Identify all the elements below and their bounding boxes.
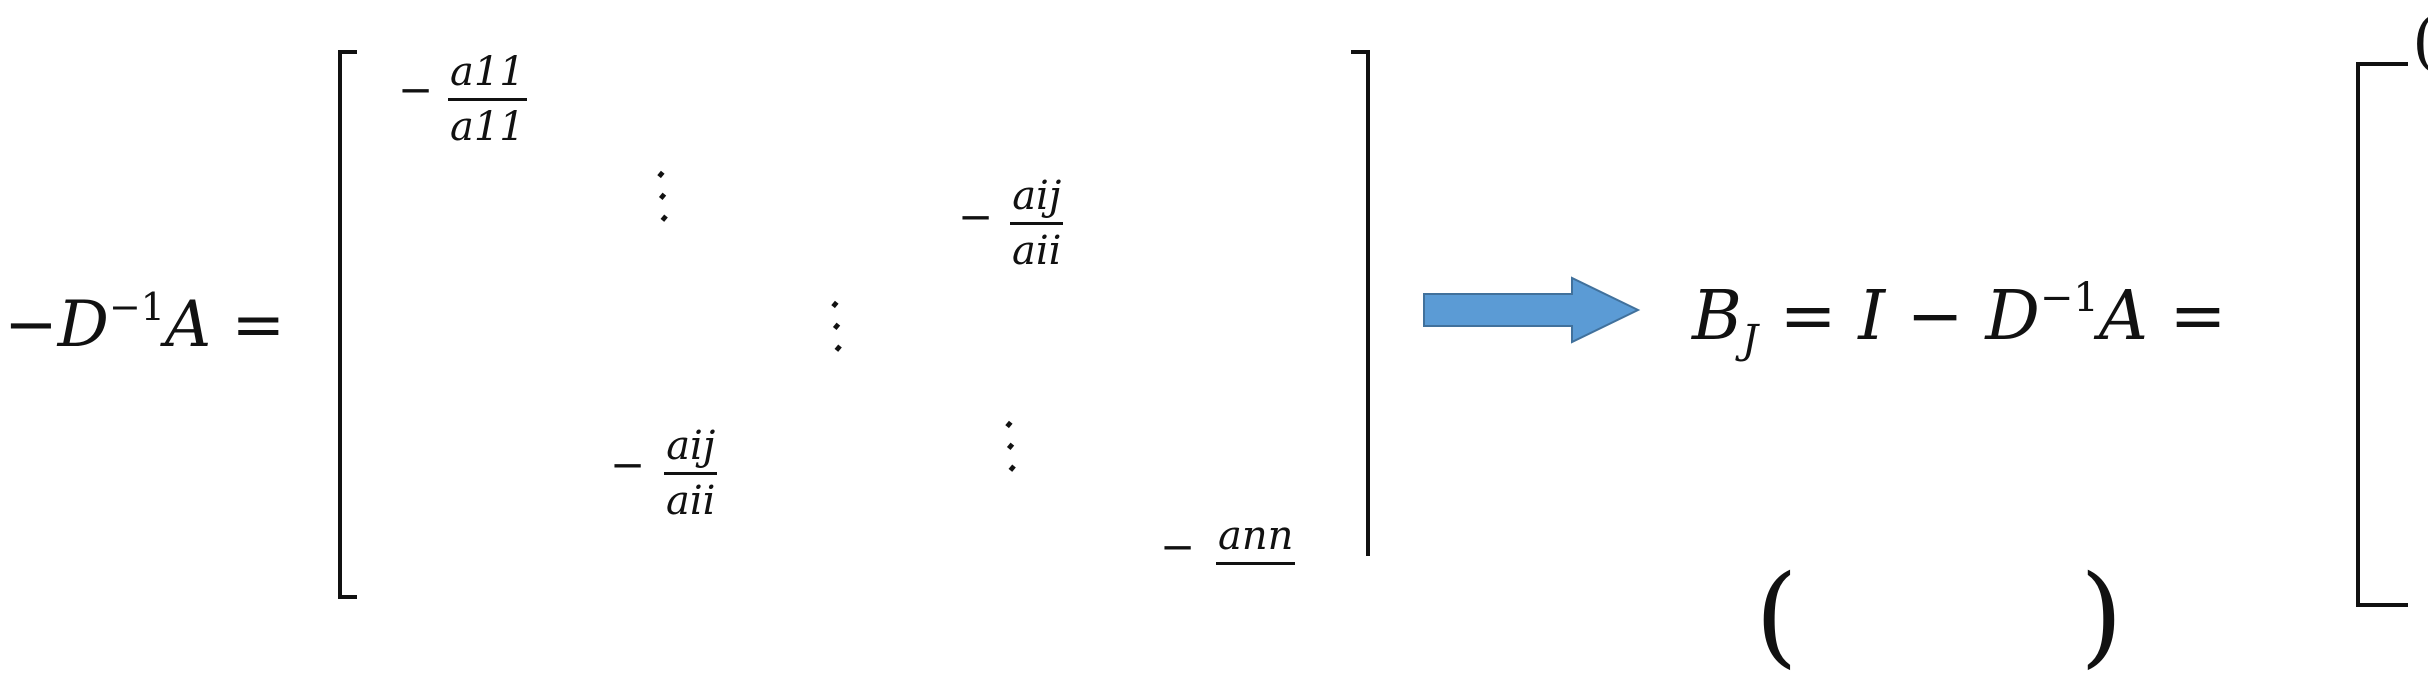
lhs-expression: −D−1A = (4, 285, 286, 362)
bottom-paren-right: ) (2080, 551, 2123, 679)
entry-a11-fraction: a11 a11 (448, 50, 527, 149)
entry-a11-den: a11 (450, 104, 525, 150)
entry-a11-sign: − (398, 65, 434, 114)
partial-right-char: ( (2412, 10, 2428, 74)
bracket-lines (338, 50, 2408, 607)
bottom-paren-left: ( (1755, 551, 1798, 679)
entry-ann-sign: − (1160, 522, 1196, 571)
entry-ann-num: ann (1218, 513, 1294, 559)
entry-aij-lower-den: aii (666, 478, 716, 524)
bj-expression: BJ = I − D−1A = (1692, 275, 2227, 363)
entry-aij-upper-fraction: aij aii (1010, 173, 1064, 274)
entry-aij-lower-num: aij (666, 423, 716, 469)
right-arrow-icon (1423, 276, 1641, 344)
entry-aij-upper-num: aij (1012, 173, 1062, 219)
entry-aij-upper-sign: − (958, 192, 994, 241)
entry-ann-fraction: ann (1216, 513, 1296, 569)
entry-aij-lower-fraction: aij aii (664, 423, 718, 524)
entry-a11-num: a11 (450, 49, 525, 95)
entry-aij-upper-den: aii (1012, 228, 1062, 274)
entry-aij-lower-sign: − (610, 440, 646, 489)
